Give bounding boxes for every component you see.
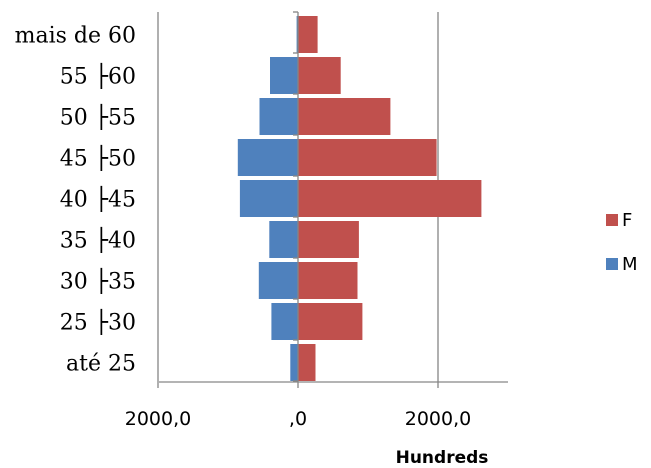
category-label: 35 ├40 [60, 227, 136, 254]
axes [157, 11, 508, 388]
bar-f [298, 98, 391, 135]
bar-m [239, 180, 298, 217]
bar-f [298, 221, 359, 258]
category-labels: até 25 25 ├30 30 ├35 35 ├40 40 ├45 45 ├50 50 ├… [15, 24, 136, 377]
bar-m [237, 139, 298, 176]
bar-m [258, 262, 298, 299]
category-label: mais de 60 [15, 24, 136, 49]
bar-f [298, 139, 437, 176]
category-label: 30 ├35 [60, 268, 136, 295]
category-label: 25 ├30 [60, 309, 136, 336]
bars [237, 16, 482, 381]
bar-f [298, 180, 482, 217]
legend: FM [606, 210, 638, 275]
bar-f [298, 262, 358, 299]
category-label: 40 ├45 [60, 186, 136, 213]
bar-f [298, 303, 363, 340]
bar-m [290, 344, 298, 381]
x-tick-label: ,0 [289, 408, 307, 430]
x-tick-labels: 2000,0 ,0 2000,0 [125, 408, 471, 430]
bar-m [259, 98, 298, 135]
category-label: 50 ├55 [60, 104, 136, 131]
bar-m [269, 221, 298, 258]
x-tick-label: 2000,0 [405, 408, 471, 430]
x-unit-label: Hundreds [396, 448, 489, 468]
legend-label-f: F [622, 210, 632, 231]
bar-m [270, 57, 298, 94]
legend-swatch-m [606, 258, 618, 270]
category-label: 45 ├50 [60, 145, 136, 172]
category-label: até 25 [66, 352, 136, 377]
bar-f [298, 57, 341, 94]
legend-label-m: M [622, 254, 638, 275]
x-tick-label: 2000,0 [125, 408, 191, 430]
legend-swatch-f [606, 214, 618, 226]
bar-f [298, 344, 316, 381]
bar-m [271, 303, 298, 340]
category-label: 55 ├60 [60, 63, 136, 90]
bar-m [296, 16, 298, 53]
bar-f [298, 16, 318, 53]
